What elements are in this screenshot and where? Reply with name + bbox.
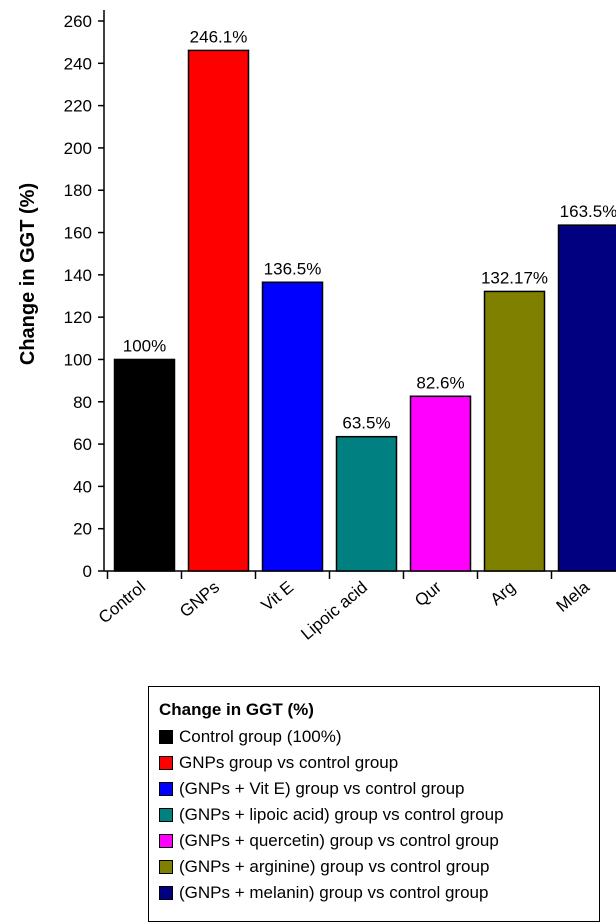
legend-label: (GNPs + melanin) group vs control group — [179, 883, 489, 902]
x-tick-label: Arg — [487, 578, 519, 610]
y-tick-label: 80 — [73, 393, 92, 412]
y-tick-label: 120 — [64, 308, 92, 327]
bar — [113, 358, 176, 572]
legend-label: (GNPs + lipoic acid) group vs control gr… — [179, 805, 504, 824]
y-tick-label: 100 — [64, 350, 92, 369]
y-tick-label: 140 — [64, 266, 92, 285]
y-tick-label: 180 — [64, 181, 92, 200]
data-label: 82.6% — [416, 373, 464, 392]
legend-item: Control group (100%) — [159, 725, 342, 749]
x-tick-label: Qur — [411, 577, 445, 610]
y-axis-label: Change in GGT (%) — [17, 183, 39, 365]
legend-swatch — [159, 782, 173, 796]
legend-label: GNPs group vs control group — [179, 753, 399, 772]
x-tick-label: Vit E — [258, 578, 297, 615]
bar — [187, 49, 250, 572]
legend-item: (GNPs + quercetin) group vs control grou… — [159, 829, 499, 853]
y-tick-label: 240 — [64, 54, 92, 73]
data-label: 246.1% — [190, 27, 248, 46]
bar — [409, 395, 472, 572]
data-label: 63.5% — [342, 414, 390, 433]
legend-item: (GNPs + Vit E) group vs control group — [159, 777, 465, 801]
x-tick-label: Control — [95, 578, 149, 628]
legend-label: (GNPs + Vit E) group vs control group — [179, 779, 465, 798]
x-tick-label: GNPs — [176, 578, 223, 622]
y-tick-label: 160 — [64, 224, 92, 243]
y-tick-label: 220 — [64, 97, 92, 116]
legend-item: (GNPs + melanin) group vs control group — [159, 881, 488, 905]
x-tick-label: Lipoic acid — [297, 578, 371, 644]
bar — [261, 281, 324, 572]
legend-swatch — [159, 730, 173, 744]
y-tick-label: 60 — [73, 435, 92, 454]
data-label: 100% — [123, 336, 166, 355]
bar — [335, 435, 398, 572]
bar — [483, 290, 546, 572]
legend-item: (GNPs + lipoic acid) group vs control gr… — [159, 803, 504, 827]
legend-swatch — [159, 886, 173, 900]
x-tick-label: Mela — [553, 577, 594, 616]
bar-chart: 0 20 40 60 80 100 120 140 160 180 200 220 240 260 100… — [17, 10, 616, 644]
legend-box: Change in GGT (%) Control group (100%) G… — [148, 686, 600, 922]
legend-swatch — [159, 860, 173, 874]
legend-title: Change in GGT (%) — [159, 700, 314, 719]
legend-item: GNPs group vs control group — [159, 751, 398, 775]
data-label: 132.17% — [481, 268, 548, 287]
y-tick-label: 200 — [64, 139, 92, 158]
axis-layer: 0 20 40 60 80 100 120 140 160 180 200 220 240 260 — [64, 10, 616, 581]
bar — [557, 224, 616, 572]
legend-label: (GNPs + quercetin) group vs control grou… — [179, 831, 499, 850]
legend-label: (GNPs + arginine) group vs control group — [179, 857, 490, 876]
legend-swatch — [159, 808, 173, 822]
bars-layer — [113, 49, 616, 572]
y-tick-label: 40 — [73, 477, 92, 496]
y-tick-label: 0 — [83, 562, 92, 581]
legend-label: Control group (100%) — [179, 727, 342, 746]
legend-swatch — [159, 834, 173, 848]
data-label: 163.5% — [560, 202, 616, 221]
y-tick-label: 260 — [64, 12, 92, 31]
data-label: 136.5% — [264, 259, 322, 278]
y-tick-label: 20 — [73, 520, 92, 539]
legend-swatch — [159, 756, 173, 770]
legend-item: (GNPs + arginine) group vs control group — [159, 855, 489, 879]
